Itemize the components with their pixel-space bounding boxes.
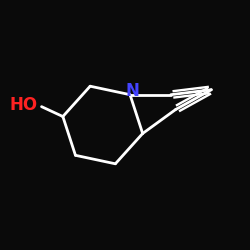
Text: N: N bbox=[126, 82, 140, 100]
Text: HO: HO bbox=[10, 96, 38, 114]
